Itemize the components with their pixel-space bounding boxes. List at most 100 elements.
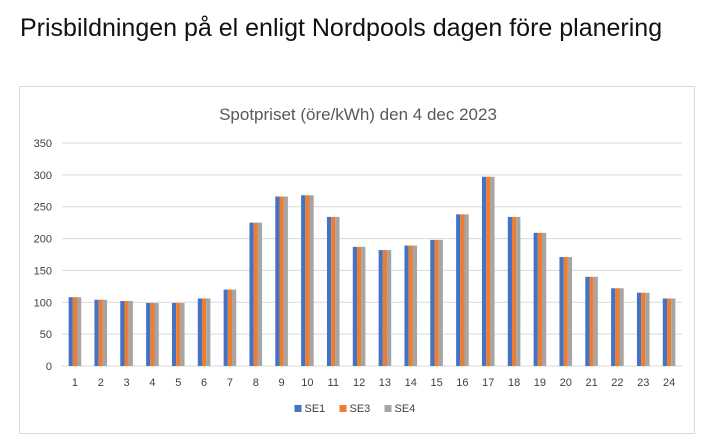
bar bbox=[464, 214, 469, 366]
y-tick-label: 200 bbox=[34, 234, 52, 246]
bar bbox=[567, 257, 573, 366]
y-tick-label: 300 bbox=[34, 170, 52, 182]
bar bbox=[335, 216, 340, 366]
bar bbox=[283, 196, 288, 366]
bar bbox=[585, 276, 590, 366]
bar bbox=[77, 297, 82, 366]
x-tick-label: 4 bbox=[149, 377, 155, 389]
y-tick-label: 50 bbox=[40, 329, 52, 341]
x-axis-ticks: 1 2 3 4 5 6 7 8 9 10 11 12 13 14 15 16 17 18 19 20 21 22 23 24 bbox=[72, 377, 675, 389]
bar bbox=[589, 276, 594, 366]
x-tick-label: 15 bbox=[430, 377, 442, 389]
bar bbox=[309, 195, 314, 366]
bar bbox=[460, 214, 465, 366]
x-tick-label: 22 bbox=[611, 377, 623, 389]
bar bbox=[124, 301, 129, 366]
bar bbox=[180, 302, 185, 366]
x-tick-label: 7 bbox=[227, 377, 233, 389]
bar bbox=[146, 302, 151, 366]
bar bbox=[430, 239, 435, 366]
bar bbox=[253, 222, 258, 366]
bar bbox=[404, 245, 409, 366]
bar bbox=[352, 246, 357, 366]
x-tick-label: 10 bbox=[301, 377, 313, 389]
bar bbox=[201, 298, 207, 366]
legend-swatch bbox=[384, 405, 392, 412]
legend-label: SE1 bbox=[305, 403, 326, 415]
bar bbox=[507, 216, 512, 366]
bar bbox=[150, 302, 155, 366]
bar-chart: Spotpriset (öre/kWh) den 4 dec 2023 0 50 1… bbox=[34, 105, 682, 415]
y-tick-label: 150 bbox=[34, 265, 52, 277]
x-tick-label: 5 bbox=[175, 377, 181, 389]
bar bbox=[249, 222, 254, 366]
bar bbox=[382, 250, 388, 366]
chart-bars bbox=[68, 176, 676, 366]
bar bbox=[72, 297, 78, 366]
chart-legend: SE1 SE3 SE4 bbox=[294, 403, 415, 415]
x-tick-label: 1 bbox=[72, 377, 78, 389]
bar bbox=[305, 195, 310, 366]
y-tick-label: 250 bbox=[34, 202, 52, 214]
x-tick-label: 12 bbox=[353, 377, 365, 389]
x-tick-label: 14 bbox=[405, 377, 417, 389]
bar bbox=[619, 288, 624, 366]
bar bbox=[611, 288, 616, 366]
bar bbox=[257, 222, 263, 366]
chart-title: Spotpriset (öre/kWh) den 4 dec 2023 bbox=[219, 105, 497, 124]
bar bbox=[356, 246, 362, 366]
legend-swatch bbox=[339, 405, 347, 412]
bar bbox=[481, 176, 487, 366]
chart-frame: Spotpriset (öre/kWh) den 4 dec 2023 0 50 1… bbox=[19, 86, 695, 434]
bar bbox=[533, 232, 538, 366]
bar bbox=[301, 195, 306, 366]
bar bbox=[387, 250, 392, 366]
x-tick-label: 3 bbox=[124, 377, 130, 389]
y-axis-ticks: 0 50 100 150 200 250 300 350 bbox=[34, 138, 52, 373]
bar bbox=[171, 302, 177, 366]
x-tick-label: 24 bbox=[663, 377, 675, 389]
bar bbox=[511, 216, 517, 366]
x-tick-label: 9 bbox=[279, 377, 285, 389]
bar bbox=[232, 289, 237, 366]
x-tick-label: 6 bbox=[201, 377, 207, 389]
bar bbox=[563, 257, 568, 366]
bar bbox=[94, 299, 99, 366]
x-tick-label: 23 bbox=[637, 377, 649, 389]
bar bbox=[408, 245, 413, 366]
legend-label: SE3 bbox=[350, 403, 371, 415]
bar bbox=[490, 176, 495, 366]
y-tick-label: 100 bbox=[34, 297, 52, 309]
bar bbox=[102, 299, 108, 366]
bar bbox=[486, 176, 491, 366]
x-tick-label: 8 bbox=[253, 377, 259, 389]
bar bbox=[516, 216, 521, 366]
bar bbox=[666, 298, 672, 366]
x-tick-label: 18 bbox=[508, 377, 520, 389]
x-tick-label: 21 bbox=[585, 377, 597, 389]
bar bbox=[641, 292, 646, 366]
bar bbox=[98, 299, 103, 366]
x-tick-label: 2 bbox=[98, 377, 104, 389]
legend-swatch bbox=[294, 405, 302, 412]
bar bbox=[645, 292, 650, 366]
chart-gridlines bbox=[62, 142, 682, 367]
bar bbox=[438, 239, 443, 366]
x-tick-label: 20 bbox=[560, 377, 572, 389]
bar bbox=[456, 214, 461, 366]
y-tick-label: 350 bbox=[34, 138, 52, 150]
bar bbox=[128, 301, 133, 366]
y-tick-label: 0 bbox=[46, 361, 52, 373]
bar bbox=[615, 288, 620, 366]
bar bbox=[412, 245, 418, 366]
bar bbox=[326, 216, 332, 366]
bar bbox=[206, 298, 211, 366]
bar bbox=[559, 257, 564, 366]
bar bbox=[68, 297, 73, 366]
bar bbox=[378, 250, 383, 366]
bar bbox=[176, 302, 181, 366]
page-heading: Prisbildningen på el enligt Nordpools da… bbox=[20, 14, 663, 42]
x-tick-label: 17 bbox=[482, 377, 494, 389]
bar bbox=[120, 301, 125, 366]
bar bbox=[227, 289, 233, 366]
